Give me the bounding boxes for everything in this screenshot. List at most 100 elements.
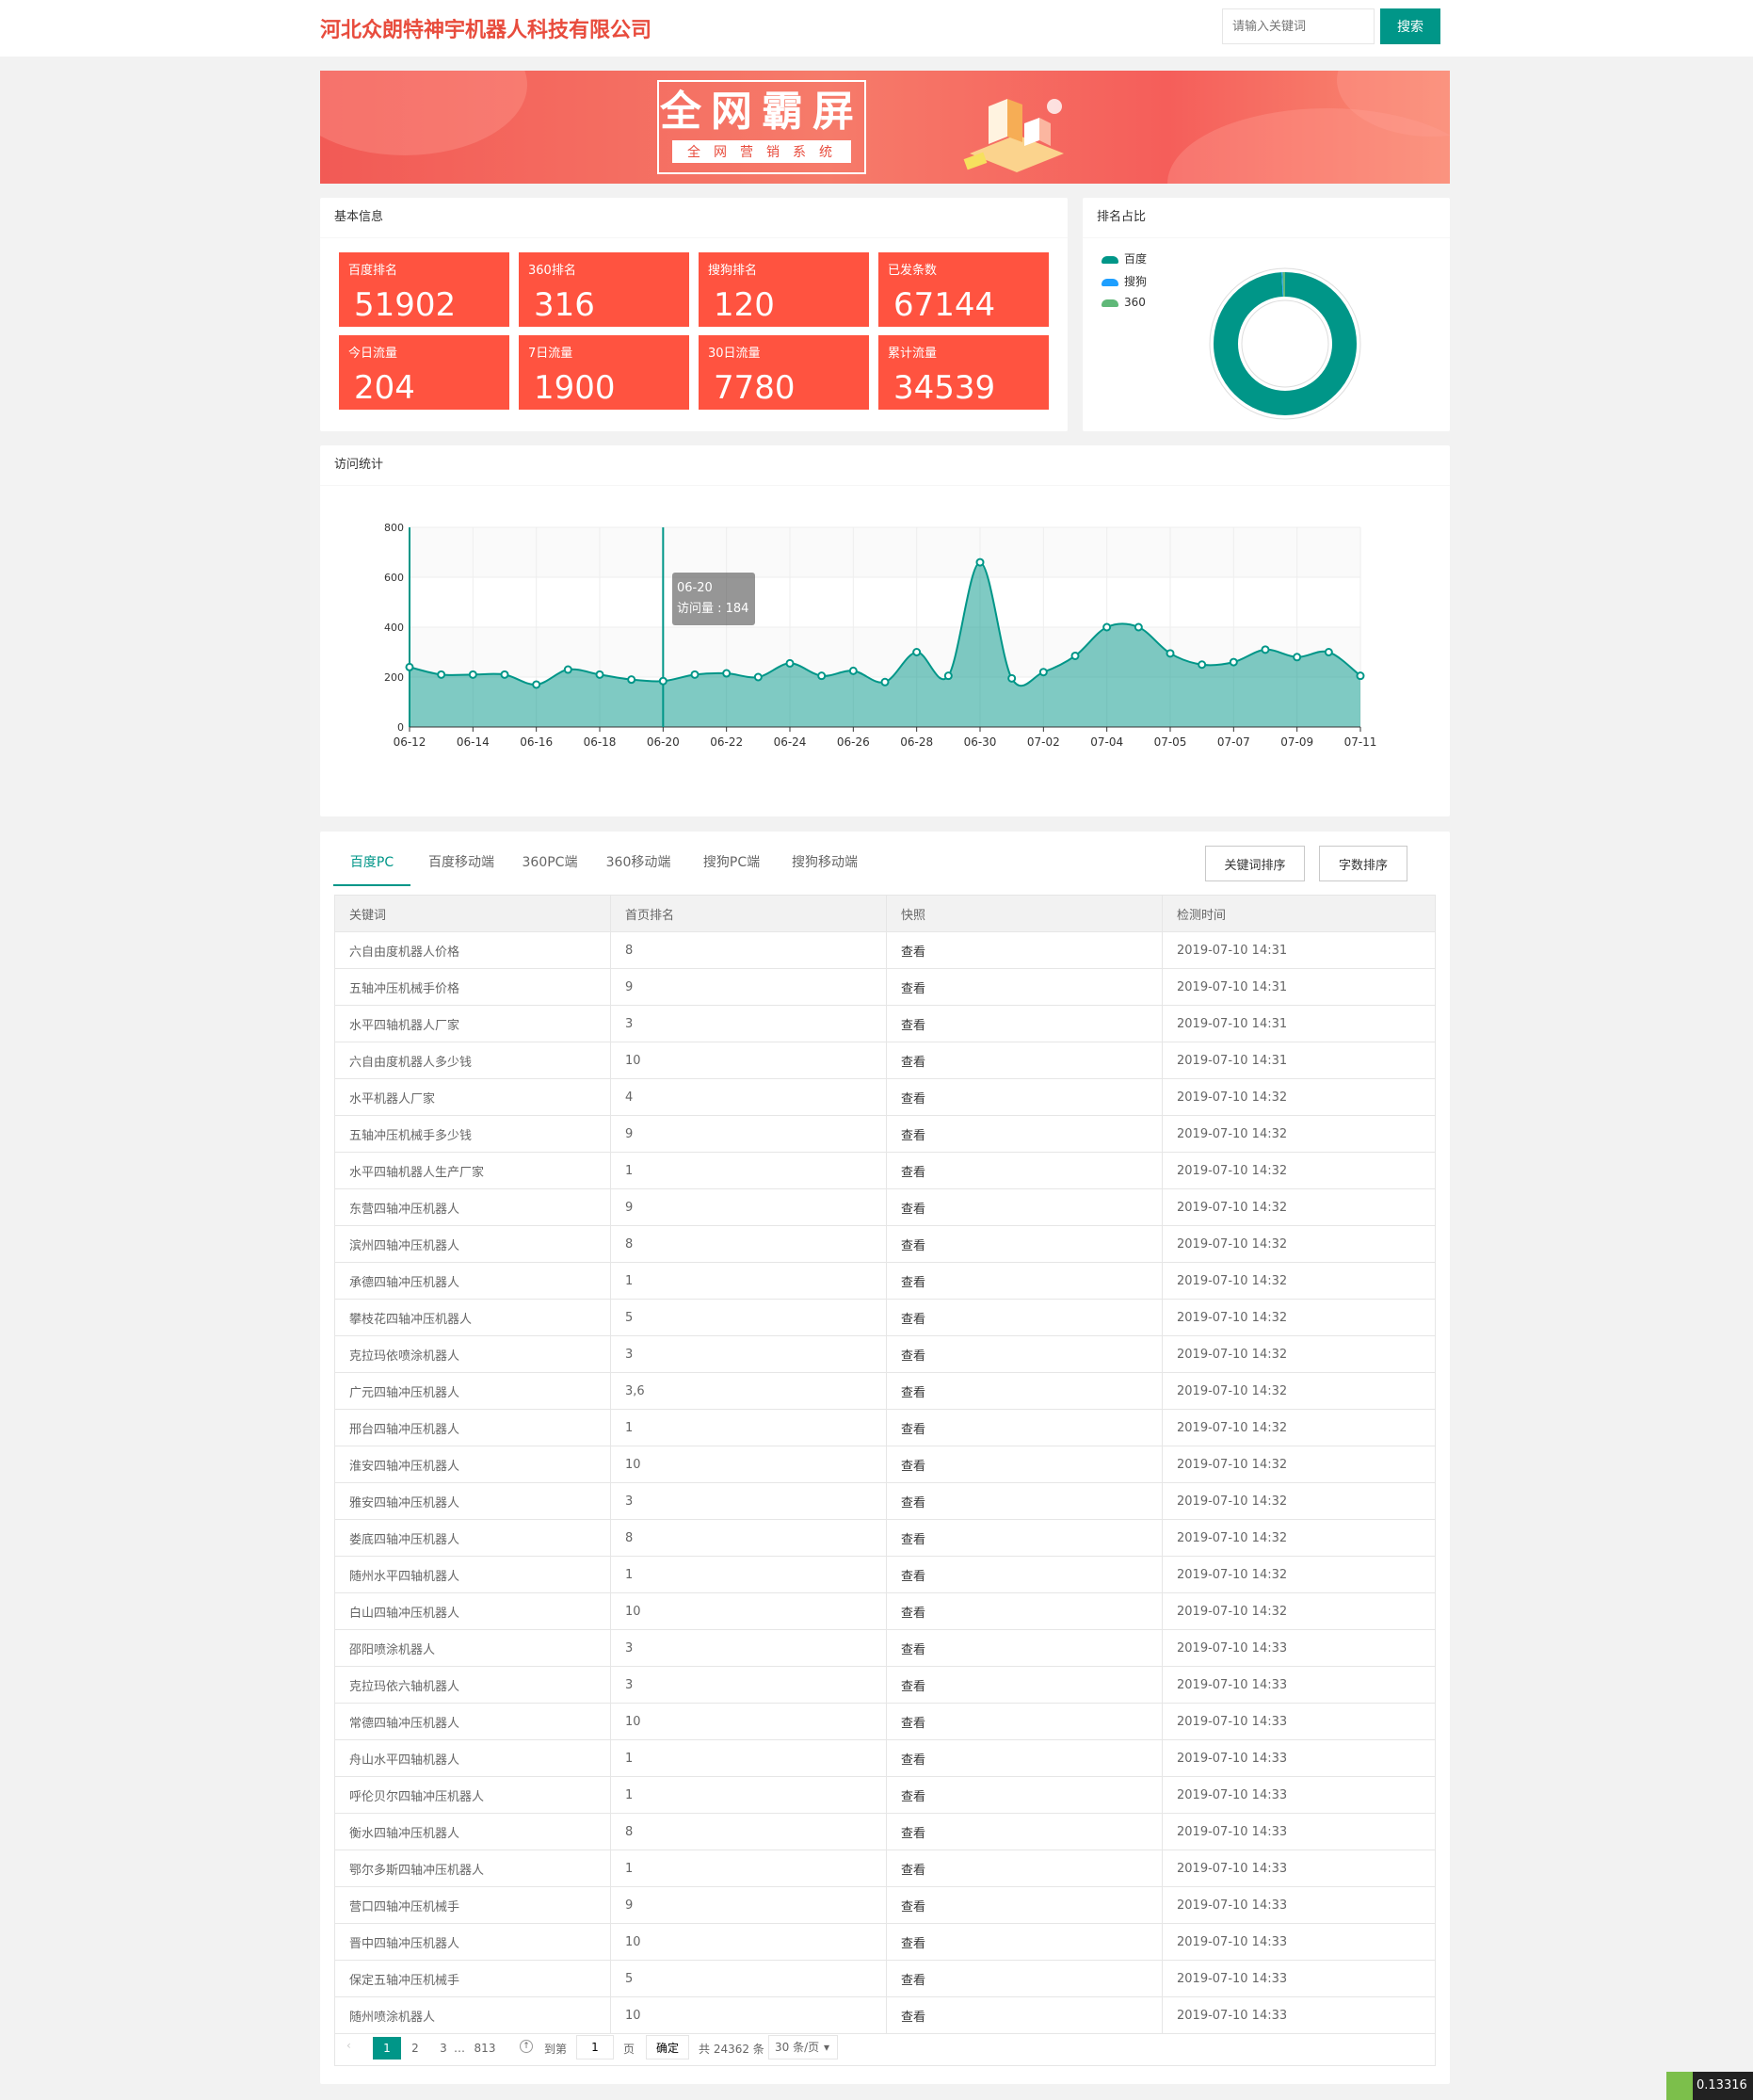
cell-snapshot-link[interactable]: 查看 [886,1372,1163,1410]
tab-baidu-pc[interactable]: 百度PC [333,841,410,886]
data-point[interactable] [532,680,541,689]
data-point[interactable] [1229,657,1238,667]
data-point[interactable] [627,675,636,685]
cell-snapshot-link[interactable]: 查看 [886,1556,1163,1593]
data-point[interactable] [943,671,953,681]
data-point[interactable] [1356,671,1365,681]
cell-snapshot-link[interactable]: 查看 [886,1446,1163,1483]
cell-snapshot-link[interactable]: 查看 [886,1703,1163,1740]
data-point[interactable] [1166,649,1175,658]
tab-sogou-pc[interactable]: 搜狗PC端 [702,855,761,870]
data-point[interactable] [468,670,477,679]
cell-snapshot-link[interactable]: 查看 [886,1115,1163,1153]
per-page-select[interactable]: 30 条/页 ▾ [768,2035,838,2060]
col-rank[interactable]: 首页排名 [610,895,887,932]
cell-snapshot-link[interactable]: 查看 [886,1152,1163,1189]
page-last[interactable]: 813 [474,2042,496,2055]
cell-snapshot-link[interactable]: 查看 [886,1850,1163,1887]
cell-snapshot-link[interactable]: 查看 [886,1739,1163,1777]
sort-by-keyword-button[interactable]: 关键词排序 [1205,846,1305,881]
page-1[interactable]: 1 [373,2037,401,2060]
donut-slice-360[interactable] [1214,272,1357,415]
cell-snapshot-link[interactable]: 查看 [886,1886,1163,1924]
cell-snapshot-link[interactable]: 查看 [886,968,1163,1006]
cell-snapshot-link[interactable]: 查看 [886,1262,1163,1300]
cell-snapshot-link[interactable]: 查看 [886,1960,1163,1997]
cell-snapshot-link[interactable]: 查看 [886,1996,1163,2034]
sort-by-chars-button[interactable]: 字数排序 [1319,846,1407,881]
data-point[interactable] [722,669,732,678]
company-name[interactable]: 河北众朗特神宇机器人科技有限公司 [320,19,652,42]
data-point[interactable] [912,648,922,656]
data-point[interactable] [690,670,700,679]
data-point[interactable] [437,670,446,679]
x-tick-label: 06-26 [837,735,870,749]
data-point[interactable] [1038,668,1048,677]
donut-slice-百度[interactable] [1214,272,1357,415]
data-point[interactable] [500,670,509,679]
cell-snapshot-link[interactable]: 查看 [886,1923,1163,1961]
data-point[interactable] [1134,622,1143,632]
tab-360-mobile[interactable]: 360移动端 [605,855,671,870]
banner-subtitle: 全网营销系统 [672,140,851,163]
basic-info-card: 基本信息 百度排名 51902 360排名 316 搜狗排名 120 已发条数 … [320,198,1068,431]
cell-snapshot-link[interactable]: 查看 [886,1042,1163,1079]
goto-page-input[interactable] [576,2035,614,2060]
col-check-time[interactable]: 检测时间 [1162,895,1436,932]
data-point[interactable] [563,665,572,674]
col-snapshot[interactable]: 快照 [886,895,1163,932]
tab-360-pc[interactable]: 360PC端 [522,855,578,870]
cell-snapshot-link[interactable]: 查看 [886,1519,1163,1557]
goto-confirm-button[interactable]: 确定 [646,2035,689,2060]
data-point[interactable] [1007,673,1017,683]
data-point[interactable] [753,672,763,682]
cell-snapshot-link[interactable]: 查看 [886,1776,1163,1814]
data-point[interactable] [880,677,890,687]
data-point[interactable] [658,676,667,686]
data-point[interactable] [405,662,414,671]
cell-snapshot-link[interactable]: 查看 [886,1188,1163,1226]
cell-snapshot-link[interactable]: 查看 [886,931,1163,969]
cell-snapshot-link[interactable]: 查看 [886,1629,1163,1667]
col-keyword[interactable]: 关键词 [334,895,611,932]
data-point[interactable] [1198,660,1207,670]
data-point[interactable] [848,666,858,675]
cell-snapshot-link[interactable]: 查看 [886,1299,1163,1336]
cell-snapshot-link[interactable]: 查看 [886,1225,1163,1263]
cell-snapshot-link[interactable]: 查看 [886,1482,1163,1520]
tab-sogou-mobile[interactable]: 搜狗移动端 [792,855,858,870]
cell-snapshot-link[interactable]: 查看 [886,1813,1163,1850]
legend-baidu[interactable]: 百度 [1102,250,1147,267]
search-input[interactable] [1222,8,1375,44]
data-point[interactable] [595,670,604,679]
cell-rank: 3 [610,1666,887,1704]
stat-value: 34539 [893,369,996,407]
data-point[interactable] [975,557,985,567]
cell-rank: 8 [610,1225,887,1263]
table-row: 东营四轴冲压机器人 9 查看 2019-07-10 14:32 [334,1188,1436,1226]
cell-snapshot-link[interactable]: 查看 [886,1409,1163,1446]
prev-page-icon[interactable]: ‹ [346,2039,351,2052]
cell-snapshot-link[interactable]: 查看 [886,1005,1163,1042]
data-point[interactable] [817,671,827,681]
x-tick-label: 06-30 [964,735,997,749]
page-3[interactable]: 3 [440,2042,447,2055]
legend-sogou[interactable]: 搜狗 [1102,273,1147,289]
data-point[interactable] [1293,653,1302,662]
cell-snapshot-link[interactable]: 查看 [886,1592,1163,1630]
cell-snapshot-link[interactable]: 查看 [886,1078,1163,1116]
data-point[interactable] [1324,648,1333,656]
next-page-icon[interactable]: ↑ [520,2040,533,2053]
search-button[interactable]: 搜索 [1380,8,1440,44]
data-point[interactable] [785,658,795,668]
data-point[interactable] [1261,645,1270,654]
page-2[interactable]: 2 [411,2042,419,2055]
cell-rank: 1 [610,1739,887,1777]
tab-baidu-mobile[interactable]: 百度移动端 [428,855,494,870]
legend-360[interactable]: 360 [1102,296,1146,309]
cell-snapshot-link[interactable]: 查看 [886,1666,1163,1704]
cell-snapshot-link[interactable]: 查看 [886,1335,1163,1373]
cell-keyword: 六自由度机器人价格 [334,931,611,969]
data-point[interactable] [1070,651,1080,660]
data-point[interactable] [1102,622,1112,632]
